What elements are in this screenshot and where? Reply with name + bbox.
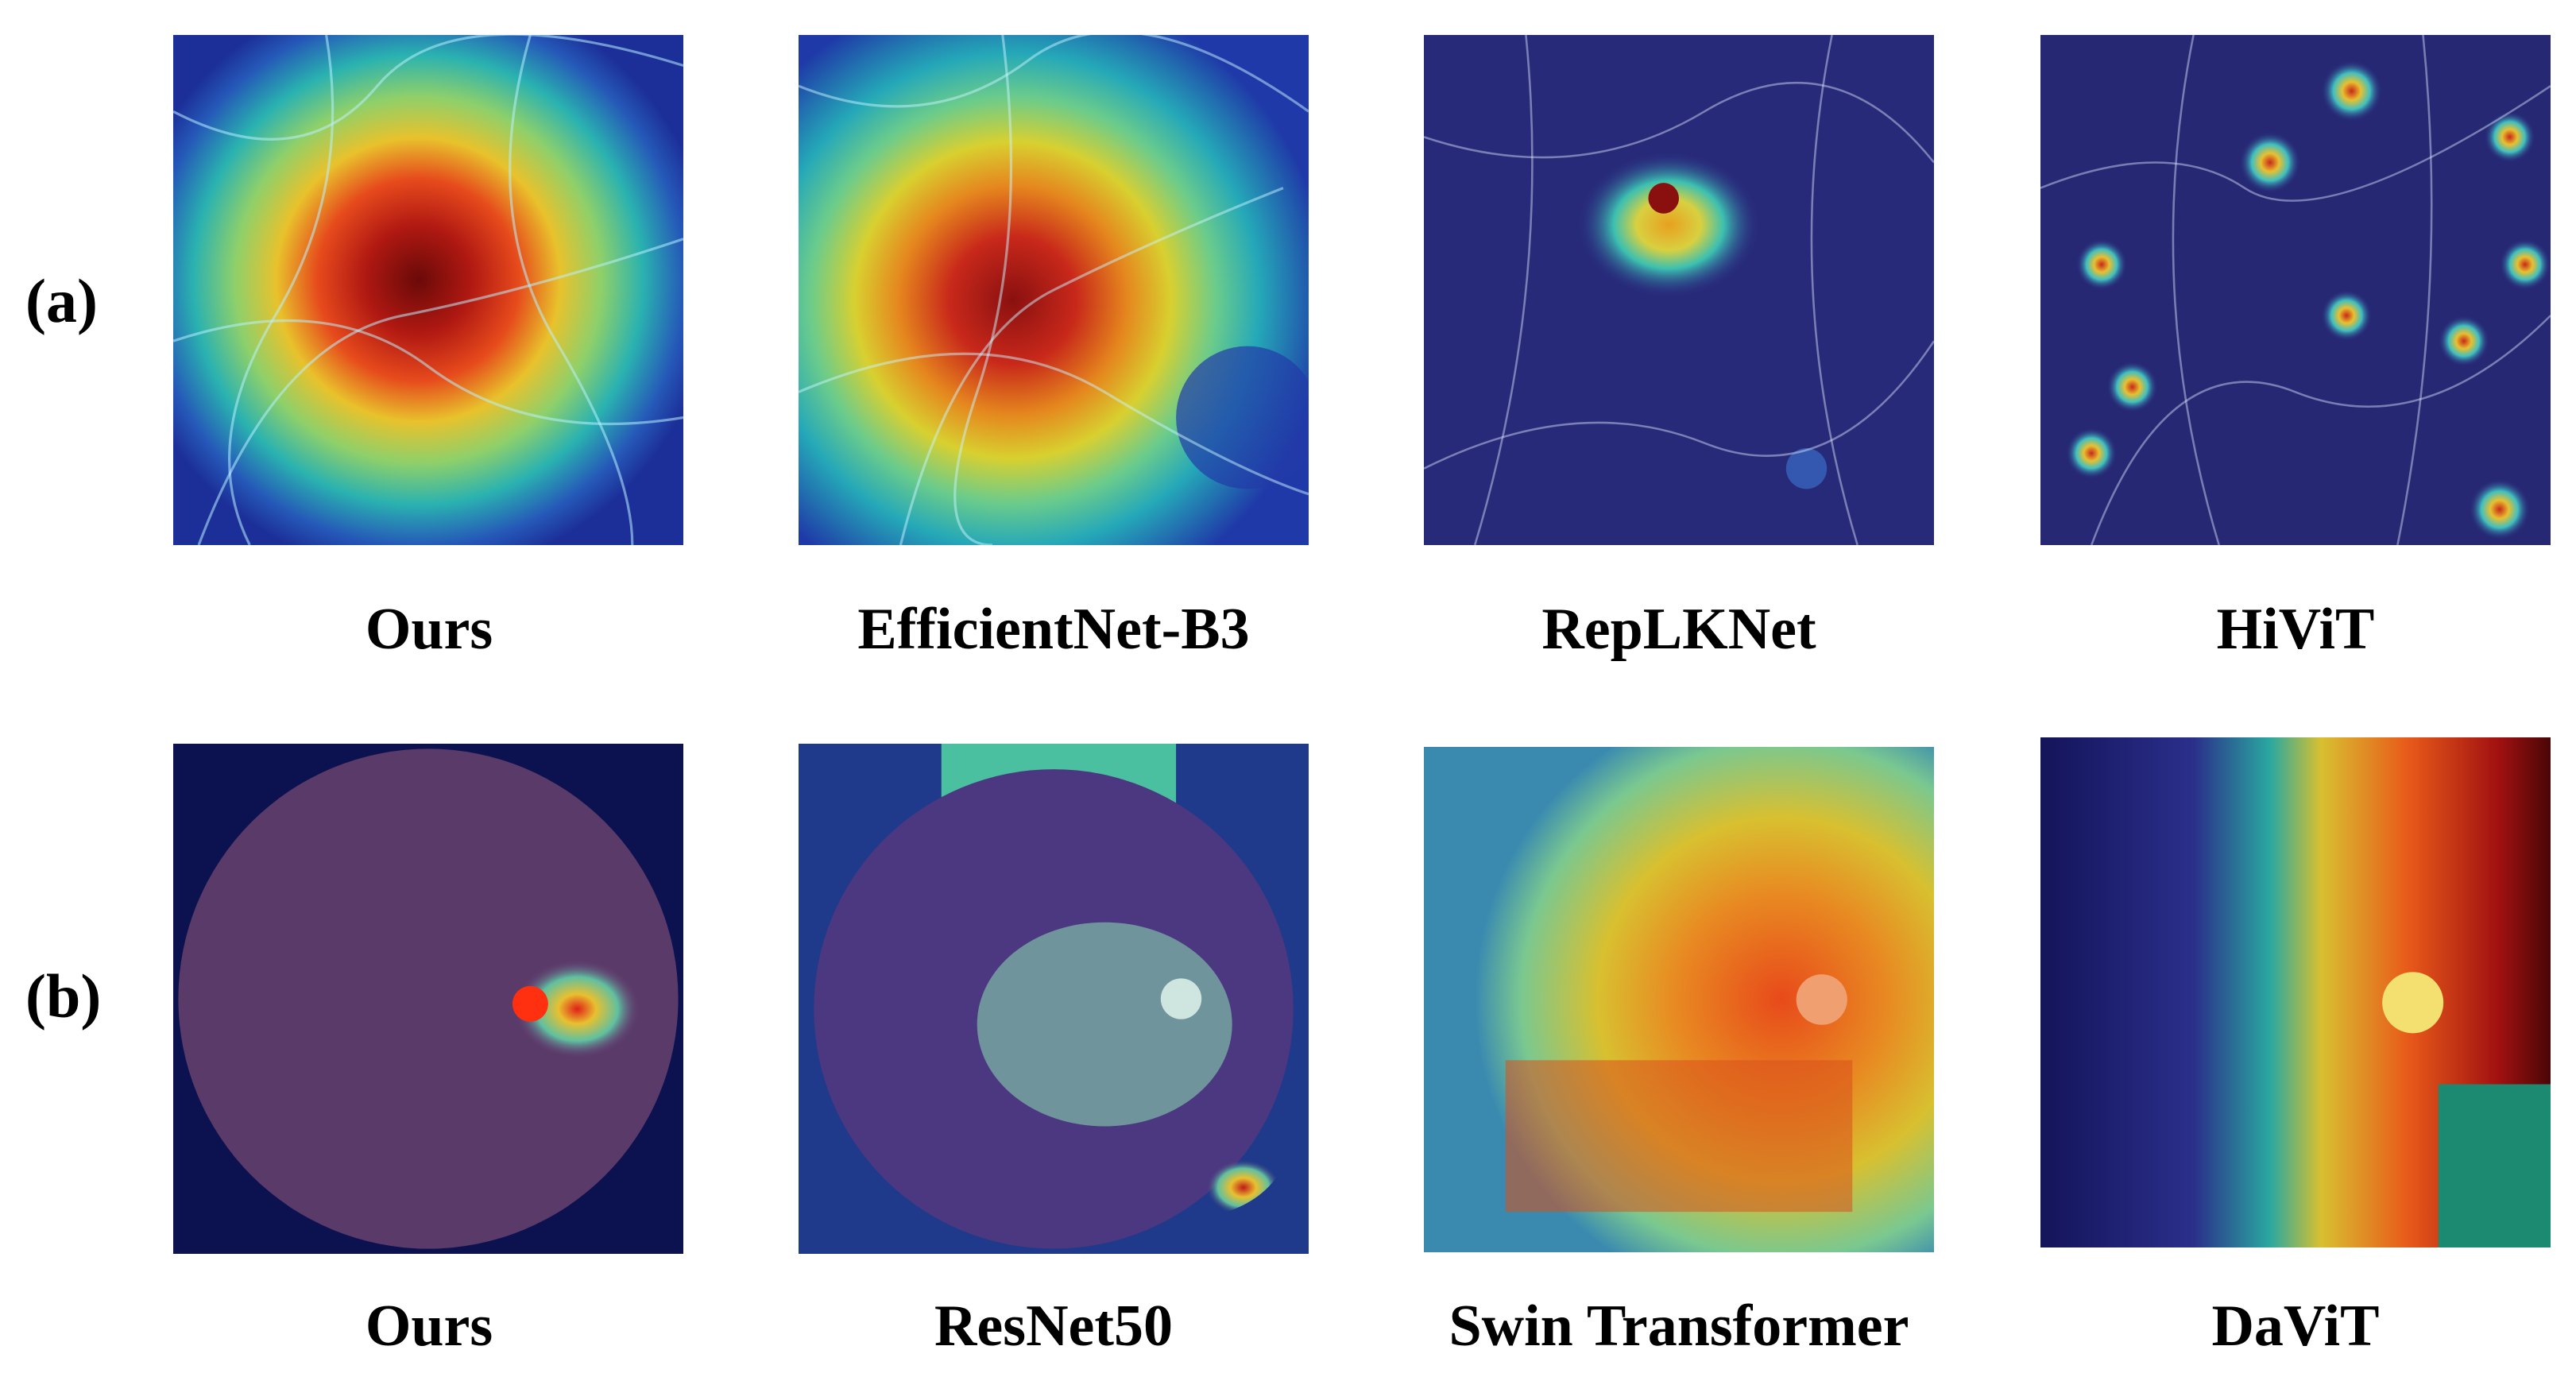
caption-a-efficientnet-b3: EfficientNet-B3 — [857, 597, 1250, 662]
caption-a-hivit: HiViT — [2216, 597, 2375, 662]
caption-a-ours: Ours — [365, 597, 493, 662]
caption-b-ours: Ours — [365, 1294, 493, 1359]
heatmap-oct-replknet — [1424, 35, 1934, 545]
heatmap-fundus-ours — [173, 744, 683, 1254]
row-label-a: (a) — [25, 266, 98, 335]
heatmap-fundus-davit — [2040, 737, 2551, 1247]
row-label-b: (b) — [25, 961, 102, 1031]
heatmap-fundus-swin-transformer — [1424, 747, 1934, 1252]
heatmap-oct-ours — [173, 35, 683, 545]
caption-b-swin-transformer: Swin Transformer — [1449, 1294, 1909, 1359]
heatmap-oct-efficientnet-b3 — [799, 35, 1309, 545]
caption-a-replknet: RepLKNet — [1541, 597, 1816, 662]
heatmap-fundus-resnet50 — [799, 744, 1309, 1254]
caption-b-davit: DaViT — [2211, 1294, 2380, 1359]
heatmap-oct-hivit — [2040, 35, 2551, 545]
caption-b-resnet50: ResNet50 — [934, 1294, 1173, 1359]
